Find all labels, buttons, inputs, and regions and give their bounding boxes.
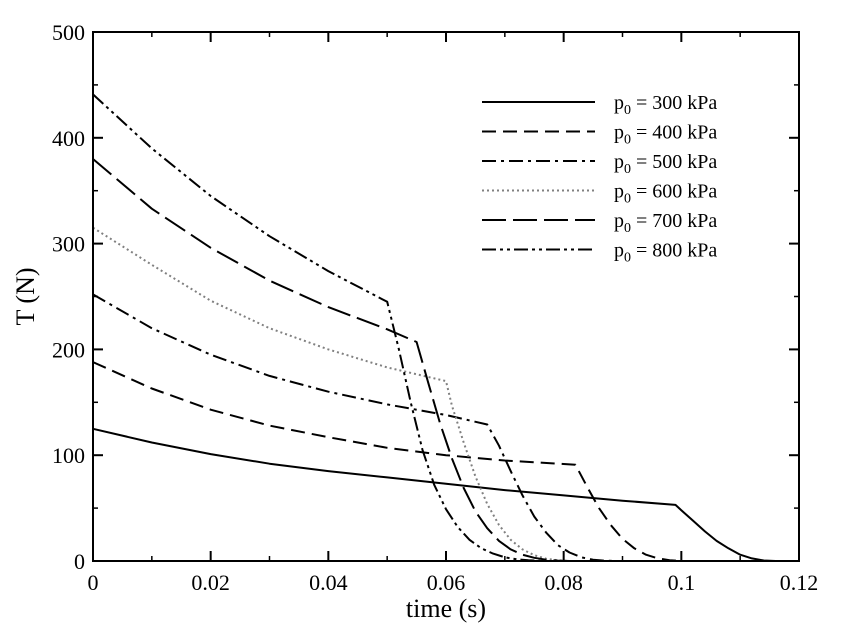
- y-tick-label: 400: [52, 126, 85, 151]
- x-tick-label: 0: [88, 570, 99, 595]
- x-tick-label: 0.1: [668, 570, 696, 595]
- legend-label-6: p0 = 800 kPa: [614, 240, 717, 266]
- series-line-1: [92, 427, 776, 562]
- series-layer: [92, 93, 776, 562]
- ticks-layer: 0 0.02 0.04 0.06 0.08 0.1 0.12 0 100 200 300 400 500: [52, 20, 818, 595]
- x-tick-label: 0.02: [191, 570, 230, 595]
- x-tick-label: 0.06: [427, 570, 466, 595]
- legend-label-5: p0 = 700 kPa: [614, 210, 717, 236]
- series-line-2: [92, 361, 682, 562]
- y-tick-label: 200: [52, 337, 85, 362]
- series-line-4: [92, 226, 570, 562]
- legend-label-2: p0 = 400 kPa: [614, 122, 717, 148]
- series-line-3: [92, 293, 617, 562]
- x-axis-title: time (s): [406, 594, 486, 623]
- legend-label-1: p0 = 300 kPa: [614, 92, 717, 118]
- legend-label-3: p0 = 500 kPa: [614, 151, 717, 177]
- x-tick-label: 0.12: [780, 570, 819, 595]
- x-tick-label: 0.04: [309, 570, 348, 595]
- y-tick-label: 0: [74, 549, 85, 574]
- y-tick-label: 300: [52, 232, 85, 257]
- series-line-5: [92, 158, 570, 562]
- y-tick-label: 500: [52, 20, 85, 45]
- legend: p0 = 300 kPa p0 = 400 kPa p0 = 500 kPa p0 =…: [482, 92, 717, 266]
- series-line-6: [92, 93, 552, 562]
- x-tick-label: 0.08: [544, 570, 583, 595]
- y-tick-label: 100: [52, 443, 85, 468]
- legend-label-4: p0 = 600 kPa: [614, 181, 717, 207]
- y-axis-title: T (N): [11, 267, 40, 325]
